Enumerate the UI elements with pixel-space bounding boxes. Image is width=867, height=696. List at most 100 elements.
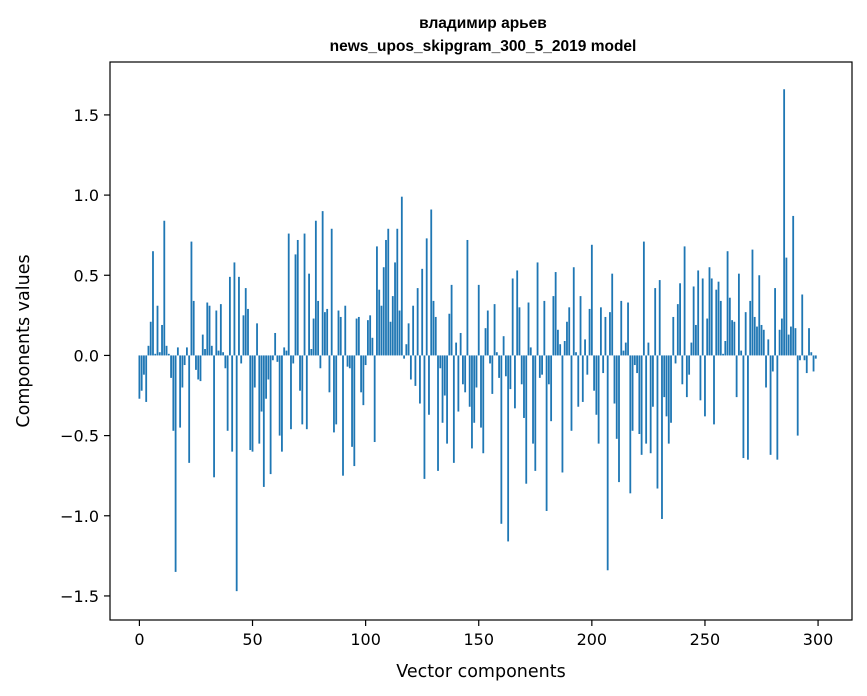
bar: [590, 244, 593, 356]
bar: [647, 342, 650, 356]
bar: [751, 249, 754, 356]
bar: [520, 355, 523, 385]
bar: [333, 355, 335, 433]
bar: [740, 350, 743, 356]
bar: [486, 310, 489, 356]
x-tick-label: 250: [690, 630, 721, 649]
bar: [561, 355, 564, 473]
x-axis-label: Vector components: [396, 662, 565, 682]
bar: [353, 355, 356, 467]
bar: [692, 286, 695, 356]
bars-group: [138, 89, 817, 592]
bar: [217, 350, 220, 356]
bar: [330, 228, 333, 356]
bar: [434, 316, 437, 356]
bar: [613, 355, 616, 404]
bar: [484, 328, 487, 356]
bar: [149, 321, 152, 356]
bar: [192, 300, 195, 356]
bar: [310, 349, 313, 356]
bar: [670, 355, 672, 423]
bar: [780, 318, 783, 356]
bar: [452, 355, 455, 463]
bar: [500, 355, 503, 524]
bar: [636, 355, 638, 374]
bar: [213, 355, 215, 478]
bar: [186, 347, 188, 356]
y-tick-label: 0.0: [74, 346, 99, 365]
bar: [541, 355, 543, 375]
chart-title-line-1: владимир арьев: [419, 15, 547, 32]
bar: [278, 355, 281, 436]
bar: [339, 316, 342, 356]
y-tick-label: −1.0: [60, 507, 99, 526]
bar: [695, 324, 697, 356]
bar: [744, 312, 747, 356]
bar: [335, 355, 338, 425]
bar: [285, 350, 288, 356]
bar: [176, 347, 179, 356]
bar: [262, 355, 265, 487]
bar: [547, 355, 550, 385]
bar: [783, 89, 786, 356]
bar: [346, 355, 349, 367]
bar: [231, 355, 234, 452]
bar: [303, 233, 306, 356]
bar: [360, 355, 363, 393]
bar: [301, 355, 304, 425]
bar: [364, 355, 367, 366]
bar: [599, 307, 602, 356]
bar: [699, 355, 702, 401]
bar: [552, 296, 555, 356]
bar: [595, 355, 598, 415]
bar: [152, 251, 154, 356]
bar: [337, 310, 340, 356]
bar: [389, 321, 392, 356]
bar: [489, 355, 491, 364]
bar: [226, 355, 229, 431]
bar: [534, 355, 537, 471]
y-tick-label: −0.5: [60, 427, 99, 446]
bar: [249, 355, 252, 451]
bar: [710, 278, 713, 356]
bar: [419, 355, 421, 404]
bar: [290, 355, 292, 430]
bar: [210, 345, 213, 356]
bar: [618, 355, 620, 483]
bar: [790, 326, 792, 356]
bar: [299, 355, 301, 391]
y-tick-label: 1.0: [74, 186, 99, 205]
bar: [756, 326, 758, 356]
bar: [514, 355, 516, 409]
bar: [455, 342, 458, 356]
bar: [317, 300, 320, 356]
bar: [737, 273, 740, 356]
bar: [459, 332, 462, 356]
bar: [287, 233, 290, 356]
bar: [622, 350, 625, 356]
bar: [382, 267, 385, 356]
bar: [366, 320, 369, 356]
bar: [321, 211, 324, 356]
bar: [362, 355, 365, 406]
bar: [468, 355, 471, 407]
bar: [167, 353, 170, 356]
bar: [253, 355, 256, 388]
bar: [774, 288, 776, 356]
bar: [428, 355, 430, 415]
bar: [706, 318, 709, 356]
bar: [620, 300, 623, 356]
bar: [719, 300, 722, 356]
bar: [507, 355, 510, 542]
bar: [398, 310, 401, 356]
bar: [394, 262, 396, 356]
x-tick-label: 150: [463, 630, 494, 649]
x-tick-label: 0: [134, 630, 144, 649]
bar: [649, 355, 652, 454]
bar: [557, 329, 559, 356]
bar: [457, 355, 460, 412]
y-tick-label: 0.5: [74, 266, 99, 285]
bar: [799, 355, 801, 361]
bar: [165, 345, 168, 356]
bar: [697, 270, 700, 356]
